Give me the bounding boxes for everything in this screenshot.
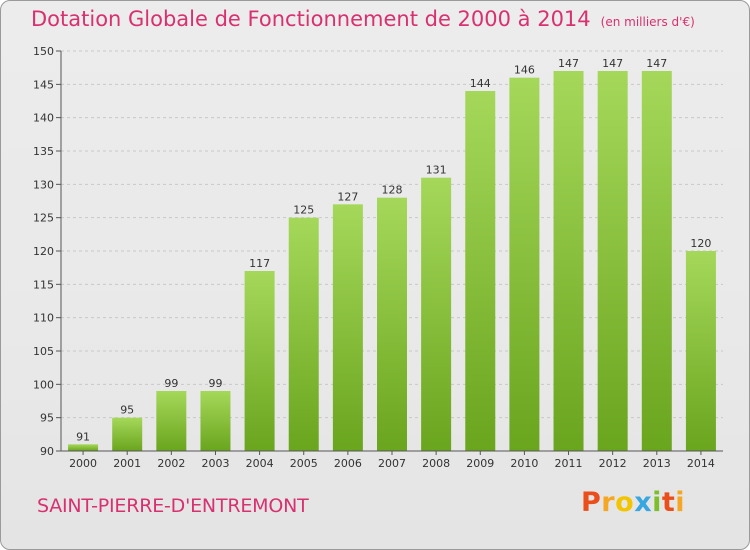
bar-value-label: 99 [164, 377, 178, 390]
y-tick-label: 125 [33, 212, 54, 225]
bar [68, 444, 99, 451]
bar-value-label: 147 [646, 57, 667, 70]
y-tick-label: 90 [40, 445, 54, 458]
bar [553, 71, 584, 451]
bar [465, 91, 496, 451]
bars: 91 95 99 99 117 125 127 128 131 144 146 147 147 147 12… [68, 57, 716, 452]
bar [377, 197, 407, 451]
x-tick-label: 2008 [422, 457, 450, 470]
commune-name: SAINT-PIERRE-D'ENTREMONT [37, 495, 309, 517]
y-tick-label: 140 [33, 112, 54, 125]
y-tick-label: 120 [33, 245, 54, 258]
y-tick-label: 150 [33, 45, 54, 58]
bar-value-label: 91 [76, 430, 90, 443]
x-tick-label: 2011 [555, 457, 583, 470]
proxiti-logo[interactable]: Proxiti [581, 487, 686, 518]
x-tick-label: 2007 [378, 457, 406, 470]
x-tick-label: 2003 [201, 457, 229, 470]
bar-value-label: 117 [249, 257, 270, 270]
bar-value-label: 131 [426, 164, 447, 177]
bar-value-label: 120 [690, 237, 711, 250]
bar [156, 391, 187, 451]
bar [288, 217, 319, 451]
y-tick-label: 105 [33, 345, 54, 358]
chart-subtitle: (en milliers d'€) [600, 15, 695, 29]
bar-value-label: 95 [120, 404, 134, 417]
y-tick-label: 110 [33, 312, 54, 325]
y-tick-label: 130 [33, 178, 54, 191]
chart-title: Dotation Globale de Fonctionnement de 20… [31, 7, 695, 31]
bar [641, 71, 672, 451]
bar [200, 391, 231, 451]
bar [332, 204, 363, 451]
y-tick-label: 100 [33, 378, 54, 391]
bar [421, 177, 452, 451]
bar-value-label: 128 [382, 184, 403, 197]
bar-value-label: 99 [208, 377, 222, 390]
x-tick-label: 2010 [510, 457, 538, 470]
x-tick-label: 2004 [246, 457, 274, 470]
bar-value-label: 144 [470, 77, 491, 90]
x-tick-label: 2001 [113, 457, 141, 470]
x-tick-label: 2002 [157, 457, 185, 470]
y-tick-label: 135 [33, 145, 54, 158]
x-tick-label: 2013 [643, 457, 671, 470]
x-tick-label: 2000 [69, 457, 97, 470]
y-tick-label: 145 [33, 78, 54, 91]
bar [685, 251, 716, 451]
x-axis: 2000 2001 2002 2003 2004 2005 2006 2007 2008 2009… [61, 450, 723, 470]
y-tick-label: 115 [33, 278, 54, 291]
chart-title-text: Dotation Globale de Fonctionnement de 20… [31, 7, 591, 31]
x-tick-label: 2005 [290, 457, 318, 470]
x-tick-label: 2006 [334, 457, 362, 470]
x-tick-label: 2009 [466, 457, 494, 470]
x-tick-label: 2012 [599, 457, 627, 470]
bar [509, 77, 540, 452]
y-axis: 90 95 100 105 110 115 120 125 130 135 140 145 150 [33, 45, 62, 458]
x-tick-label: 2014 [687, 457, 715, 470]
y-tick-label: 95 [40, 412, 54, 425]
bar-value-label: 147 [558, 57, 579, 70]
bar [244, 271, 275, 451]
bar-value-label: 146 [514, 64, 535, 77]
bar [112, 417, 143, 451]
bar-value-label: 127 [337, 190, 358, 203]
bar-value-label: 125 [293, 204, 314, 217]
bar [597, 71, 628, 451]
bar-value-label: 147 [602, 57, 623, 70]
